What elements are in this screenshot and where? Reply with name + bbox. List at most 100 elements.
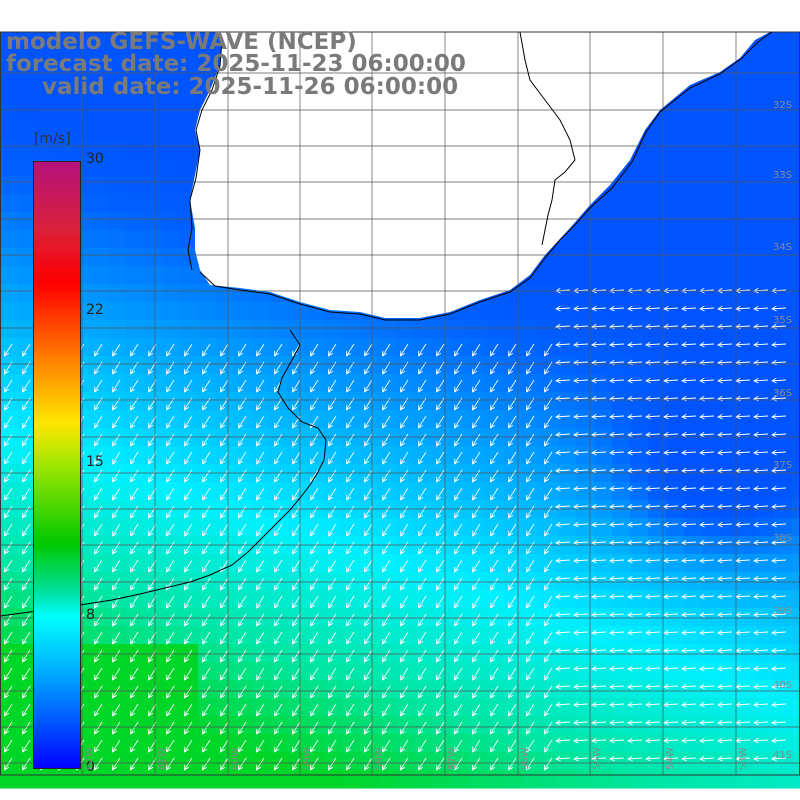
wind-arrow — [345, 343, 355, 357]
speed-cell — [360, 482, 379, 501]
speed-cell — [468, 770, 487, 789]
wind-arrow — [399, 721, 409, 735]
speed-cell — [792, 158, 800, 177]
speed-cell — [90, 212, 109, 231]
speed-cell — [774, 122, 793, 141]
wind-arrow — [183, 757, 193, 771]
wind-arrow — [645, 611, 661, 618]
speed-cell — [126, 50, 145, 69]
speed-cell — [630, 338, 649, 357]
speed-cell — [198, 716, 217, 735]
wind-arrow — [591, 701, 607, 708]
wind-arrow — [645, 665, 661, 672]
wind-arrow — [183, 595, 193, 609]
wind-arrow — [627, 665, 643, 672]
wind-arrow — [699, 647, 715, 654]
wind-arrow — [681, 341, 697, 348]
wind-arrow — [327, 667, 337, 681]
wind-arrow — [93, 685, 103, 699]
speed-cell — [306, 680, 325, 699]
wind-arrow — [543, 631, 553, 645]
speed-cell — [576, 392, 595, 411]
speed-cell — [162, 212, 181, 231]
speed-cell — [252, 482, 271, 501]
speed-cell — [198, 752, 217, 771]
wind-arrow — [435, 613, 445, 627]
wind-arrow — [183, 451, 193, 465]
wind-arrow — [273, 703, 283, 717]
speed-cell — [144, 176, 163, 195]
speed-cell — [558, 266, 577, 285]
wind-arrow — [555, 593, 571, 600]
speed-cell — [126, 32, 145, 51]
wind-arrow — [771, 503, 787, 510]
speed-cell — [594, 680, 613, 699]
wind-arrow — [273, 559, 283, 573]
wind-arrow — [381, 541, 391, 555]
coastline — [0, 31, 773, 617]
speed-cell — [144, 554, 163, 573]
wind-arrow — [507, 433, 517, 447]
speed-cell — [270, 320, 289, 339]
wind-arrow — [381, 595, 391, 609]
speed-cell — [522, 302, 541, 321]
wind-arrow — [699, 755, 715, 762]
wind-arrow — [309, 613, 319, 627]
wind-arrow — [591, 539, 607, 546]
speed-cell — [90, 176, 109, 195]
speed-cell — [252, 572, 271, 591]
wind-arrow — [555, 341, 571, 348]
wind-arrow — [93, 523, 103, 537]
speed-cell — [792, 626, 800, 645]
wind-arrow — [399, 469, 409, 483]
speed-cell — [594, 518, 613, 537]
wind-arrow — [543, 613, 553, 627]
speed-cell — [630, 518, 649, 537]
speed-cell — [306, 392, 325, 411]
wind-arrow — [681, 665, 697, 672]
speed-cell — [306, 716, 325, 735]
wind-arrow — [753, 431, 769, 438]
wind-arrow — [771, 521, 787, 528]
wind-arrow — [699, 503, 715, 510]
speed-cell — [414, 410, 433, 429]
wind-arrow — [201, 685, 211, 699]
speed-cell — [468, 518, 487, 537]
wind-arrow — [591, 575, 607, 582]
speed-cell — [342, 608, 361, 627]
wind-arrow — [219, 577, 229, 591]
wind-arrow — [255, 469, 265, 483]
speed-cell — [648, 158, 667, 177]
speed-cell — [270, 644, 289, 663]
wind-arrow — [219, 595, 229, 609]
speed-cell — [324, 356, 343, 375]
speed-cell — [540, 698, 559, 717]
speed-cell — [450, 698, 469, 717]
wind-arrow — [525, 631, 535, 645]
speed-cell — [468, 662, 487, 681]
wind-arrow — [417, 613, 427, 627]
speed-cell — [576, 320, 595, 339]
speed-cell — [558, 734, 577, 753]
wind-arrow — [471, 667, 481, 681]
speed-cell — [126, 212, 145, 231]
speed-cell — [90, 572, 109, 591]
wind-arrow — [273, 631, 283, 645]
wind-arrow — [21, 433, 31, 447]
speed-cell — [126, 86, 145, 105]
wind-arrow — [645, 431, 661, 438]
longitude-label: 53W — [738, 747, 749, 770]
wind-arrow — [219, 721, 229, 735]
speed-cell — [144, 716, 163, 735]
speed-cell — [396, 572, 415, 591]
speed-cell — [288, 662, 307, 681]
speed-cell — [702, 212, 721, 231]
speed-cell — [720, 68, 739, 87]
wind-arrow — [555, 647, 571, 654]
wind-arrow — [201, 415, 211, 429]
speed-cell — [288, 608, 307, 627]
wind-arrow — [717, 431, 733, 438]
wind-arrow — [381, 487, 391, 501]
longitude-label: 58W — [374, 747, 385, 770]
speed-cell — [288, 518, 307, 537]
